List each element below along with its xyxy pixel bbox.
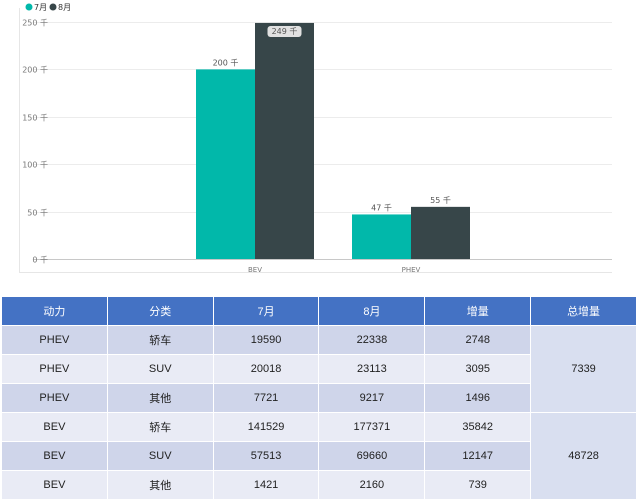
table-cell: 1421 bbox=[212, 470, 320, 500]
header-cell: 增量 bbox=[424, 296, 532, 326]
table-cell: 轿车 bbox=[106, 412, 214, 442]
data-table: 动力 分类 7月 8月 增量 总增量 PHEV 轿车 19590 22338 2… bbox=[1, 296, 637, 500]
table-cell: BEV bbox=[1, 441, 108, 471]
table-cell: 22338 bbox=[318, 325, 426, 355]
bar bbox=[411, 206, 470, 259]
table-cell: 177371 bbox=[318, 412, 426, 442]
table-row: BEV 其他 1421 2160 739 bbox=[1, 470, 637, 500]
table-cell: 739 bbox=[424, 470, 532, 500]
legend-label: 8月 bbox=[58, 3, 71, 12]
table-cell: 轿车 bbox=[106, 325, 214, 355]
y-tick-label: 50 千 bbox=[27, 208, 48, 218]
total-cell-bev: 48728 bbox=[530, 412, 637, 500]
chart-data-labels: 200 千 249 千 47 千 55 千 bbox=[213, 25, 451, 212]
y-tick-label: 150 千 bbox=[22, 113, 48, 123]
x-tick-label: PHEV bbox=[402, 266, 421, 274]
header-cell: 8月 bbox=[318, 296, 426, 326]
table-cell: 19590 bbox=[212, 325, 320, 355]
x-tick-label: BEV bbox=[248, 266, 262, 274]
table-row: PHEV SUV 20018 23113 3095 bbox=[1, 354, 637, 384]
table-cell: 2748 bbox=[424, 325, 532, 355]
table-cell: 57513 bbox=[212, 441, 320, 471]
header-cell: 7月 bbox=[212, 296, 320, 326]
bar bbox=[255, 22, 314, 260]
legend-label: 7月 bbox=[34, 3, 47, 12]
chart-bars bbox=[196, 22, 470, 260]
chart-x-axis: BEV PHEV bbox=[248, 266, 421, 274]
data-label: 200 千 bbox=[213, 57, 239, 67]
table-cell: 35842 bbox=[424, 412, 532, 442]
data-label-box bbox=[267, 25, 302, 37]
y-tick-label: 250 千 bbox=[22, 18, 48, 28]
chart-gridlines: 0 千 50 千 100 千 150 千 200 千 250 千 bbox=[22, 18, 612, 265]
table-cell: 12147 bbox=[424, 441, 532, 471]
table-cell: 其他 bbox=[106, 470, 214, 500]
table-cell: PHEV bbox=[1, 383, 108, 413]
bar bbox=[352, 214, 411, 259]
y-tick-label: 100 千 bbox=[22, 160, 48, 170]
legend-marker bbox=[49, 3, 57, 11]
table-row: PHEV 轿车 19590 22338 2748 7339 bbox=[1, 325, 637, 413]
table-cell: 3095 bbox=[424, 354, 532, 384]
y-tick-label: 0 千 bbox=[32, 255, 48, 265]
y-tick-label: 200 千 bbox=[22, 65, 48, 75]
table-row: PHEV 其他 7721 9217 1496 bbox=[1, 383, 637, 413]
table-cell: PHEV bbox=[1, 354, 108, 384]
table-cell: 其他 bbox=[106, 383, 214, 413]
table-cell: 141529 bbox=[212, 412, 320, 442]
data-label: 47 千 bbox=[371, 202, 392, 212]
data-label: 55 千 bbox=[430, 195, 451, 205]
table-row: BEV SUV 57513 69660 12147 bbox=[1, 441, 637, 471]
table-cell: 7721 bbox=[212, 383, 320, 413]
table-cell: BEV bbox=[1, 412, 108, 442]
table-cell: 9217 bbox=[318, 383, 426, 413]
table-cell: PHEV bbox=[1, 325, 108, 355]
header-cell: 动力 bbox=[1, 296, 108, 326]
table-header-row: 动力 分类 7月 8月 增量 总增量 bbox=[1, 296, 637, 326]
table-row: BEV 轿车 141529 177371 35842 48728 bbox=[1, 412, 637, 500]
table-cell: BEV bbox=[1, 470, 108, 500]
legend-marker bbox=[25, 3, 33, 11]
table-cell: 20018 bbox=[212, 354, 320, 384]
table-cell: SUV bbox=[106, 354, 214, 384]
bar-chart: 7月 8月 0 千 50 千 100 千 150 千 200 千 250 千 200 千 24… bbox=[19, 3, 612, 274]
table-cell: 69660 bbox=[318, 441, 426, 471]
chart-legend: 7月 8月 bbox=[25, 3, 71, 12]
header-cell: 总增量 bbox=[530, 296, 637, 326]
table-cell: 2160 bbox=[318, 470, 426, 500]
header-cell: 分类 bbox=[106, 296, 214, 326]
table-cell: 1496 bbox=[424, 383, 532, 413]
table-cell: 23113 bbox=[318, 354, 426, 384]
bar bbox=[196, 69, 255, 260]
table-cell: SUV bbox=[106, 441, 214, 471]
total-cell-phev: 7339 bbox=[530, 325, 637, 413]
data-label: 249 千 bbox=[272, 26, 298, 36]
